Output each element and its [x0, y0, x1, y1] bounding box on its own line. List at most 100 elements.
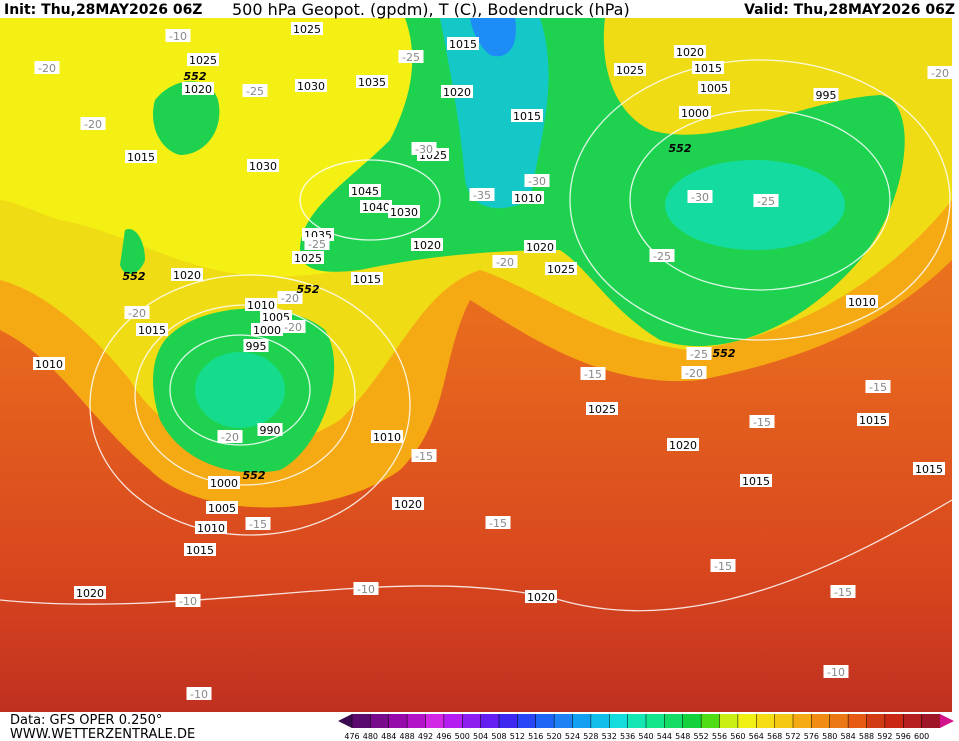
temperature-label-box — [353, 582, 379, 595]
pressure-label: 1015 — [127, 151, 155, 164]
temperature-label: -20 — [221, 431, 239, 444]
temperature-label: -15 — [714, 560, 732, 573]
temperature-label-box — [469, 188, 495, 201]
colorbar-tick-label: 504 — [473, 732, 488, 741]
colorbar-tick-label: 540 — [638, 732, 653, 741]
height-label: 552 — [243, 469, 266, 482]
pressure-label: 1015 — [186, 544, 214, 557]
temperature-label-box — [865, 380, 891, 393]
pressure-label: 1000 — [210, 477, 238, 490]
colorbar-tick-label: 480 — [363, 732, 378, 741]
temperature-label: -20 — [931, 67, 949, 80]
pressure-label: 1030 — [297, 80, 325, 93]
temperature-label: -25 — [308, 238, 326, 251]
pressure-label-box — [679, 106, 711, 119]
temperature-label: -10 — [179, 595, 197, 608]
pressure-label: 1025 — [588, 403, 616, 416]
pressure-label-box — [447, 37, 479, 50]
colorbar-tick-label: 516 — [528, 732, 543, 741]
colorbar-tick-label: 532 — [602, 732, 617, 741]
pressure-label: 1020 — [669, 439, 697, 452]
pressure-label: 1025 — [547, 263, 575, 276]
pressure-label: 1010 — [197, 522, 225, 535]
temperature-label: -25 — [757, 195, 775, 208]
website: WWW.WETTERZENTRALE.DE — [10, 727, 195, 741]
colorbar-tick-label: 564 — [749, 732, 764, 741]
pressure-label: 1005 — [208, 502, 236, 515]
colorbar-segment — [793, 714, 812, 728]
temperature-label: -20 — [84, 118, 102, 131]
pressure-label-box — [247, 159, 279, 172]
temperature-label: -30 — [691, 191, 709, 204]
colorbar-segment — [921, 714, 941, 728]
temperature-label-box — [245, 517, 271, 530]
colorbar-segment — [627, 714, 647, 728]
pressure-label-box — [184, 543, 216, 556]
colorbar-tick-label: 544 — [657, 732, 672, 741]
temperature-label: -20 — [128, 307, 146, 320]
colorbar-segment — [903, 714, 923, 728]
pressure-label: 1040 — [362, 201, 390, 214]
pressure-label-box — [692, 61, 724, 74]
colorbar-tick-label: 536 — [620, 732, 635, 741]
colorbar-segment — [811, 714, 831, 728]
pressure-label-box — [740, 474, 772, 487]
colorbar-segment — [480, 714, 500, 728]
temperature-label-box — [485, 516, 511, 529]
pressure-label: 990 — [260, 424, 281, 437]
colorbar-segment — [352, 714, 371, 728]
colorbar-tick-label: 528 — [583, 732, 598, 741]
colorbar-segment — [646, 714, 665, 728]
temperature-label: -25 — [402, 51, 420, 64]
pressure-label: 1010 — [514, 192, 542, 205]
colorbar-tick-label: 572 — [785, 732, 800, 741]
pressure-label: 1015 — [513, 110, 541, 123]
colorbar-tick-label: 568 — [767, 732, 782, 741]
colorbar-segment — [609, 714, 629, 728]
pressure-label-box — [260, 310, 292, 323]
colorbar-tick-label: 508 — [491, 732, 506, 741]
pressure-label: 995 — [816, 89, 837, 102]
colorbar-segment — [756, 714, 776, 728]
pressure-label-box — [545, 262, 577, 275]
map-labels: 1025 1015 1025 1020 1030 1035 1020 1015 1020 1015… — [33, 22, 953, 701]
temperature-label: -15 — [489, 517, 507, 530]
pressure-label: 1020 — [394, 498, 422, 511]
pressure-label: 1020 — [413, 239, 441, 252]
colorbar-tick-label: 484 — [381, 732, 396, 741]
colorbar-tick-label: 524 — [565, 732, 580, 741]
temperature-label: -15 — [834, 586, 852, 599]
pressure-label-box — [243, 339, 269, 352]
pressure-label: 1020 — [527, 591, 555, 604]
pressure-label-box — [206, 501, 238, 514]
pressure-label: 1020 — [173, 269, 201, 282]
pressure-label-box — [245, 298, 277, 311]
init-time: Init: Thu,28MAY2026 06Z — [4, 2, 202, 18]
pressure-label-box — [257, 423, 283, 436]
temperature-label-box — [687, 190, 713, 203]
pressure-label: 1020 — [676, 46, 704, 59]
temperature-label: -30 — [415, 143, 433, 156]
pressure-label-box — [351, 272, 383, 285]
pressure-label-box — [74, 586, 106, 599]
pressure-label-box — [251, 323, 283, 336]
colorbar-segment — [462, 714, 482, 728]
temperature-label: -25 — [690, 348, 708, 361]
temperature-label-box — [411, 449, 437, 462]
temperature-label: -20 — [281, 292, 299, 305]
temperature-label-box — [830, 585, 856, 598]
colorbar-segment — [370, 714, 390, 728]
colorbar-segment — [719, 714, 739, 728]
temperature-label: -15 — [869, 381, 887, 394]
temperature-label-box — [242, 84, 268, 97]
valid-time: Valid: Thu,28MAY2026 06Z — [744, 2, 955, 18]
pressure-label: 1035 — [358, 76, 386, 89]
colorbar-segment — [407, 714, 426, 728]
temperature-label-box — [411, 142, 437, 155]
colorbar: 476 480 484 488 492 496 500 504 508 512 516 520 524 5… — [338, 714, 954, 741]
temperature-label: -35 — [473, 189, 491, 202]
map-field — [0, 18, 952, 712]
pressure-label: 1025 — [189, 54, 217, 67]
colorbar-segment — [517, 714, 537, 728]
